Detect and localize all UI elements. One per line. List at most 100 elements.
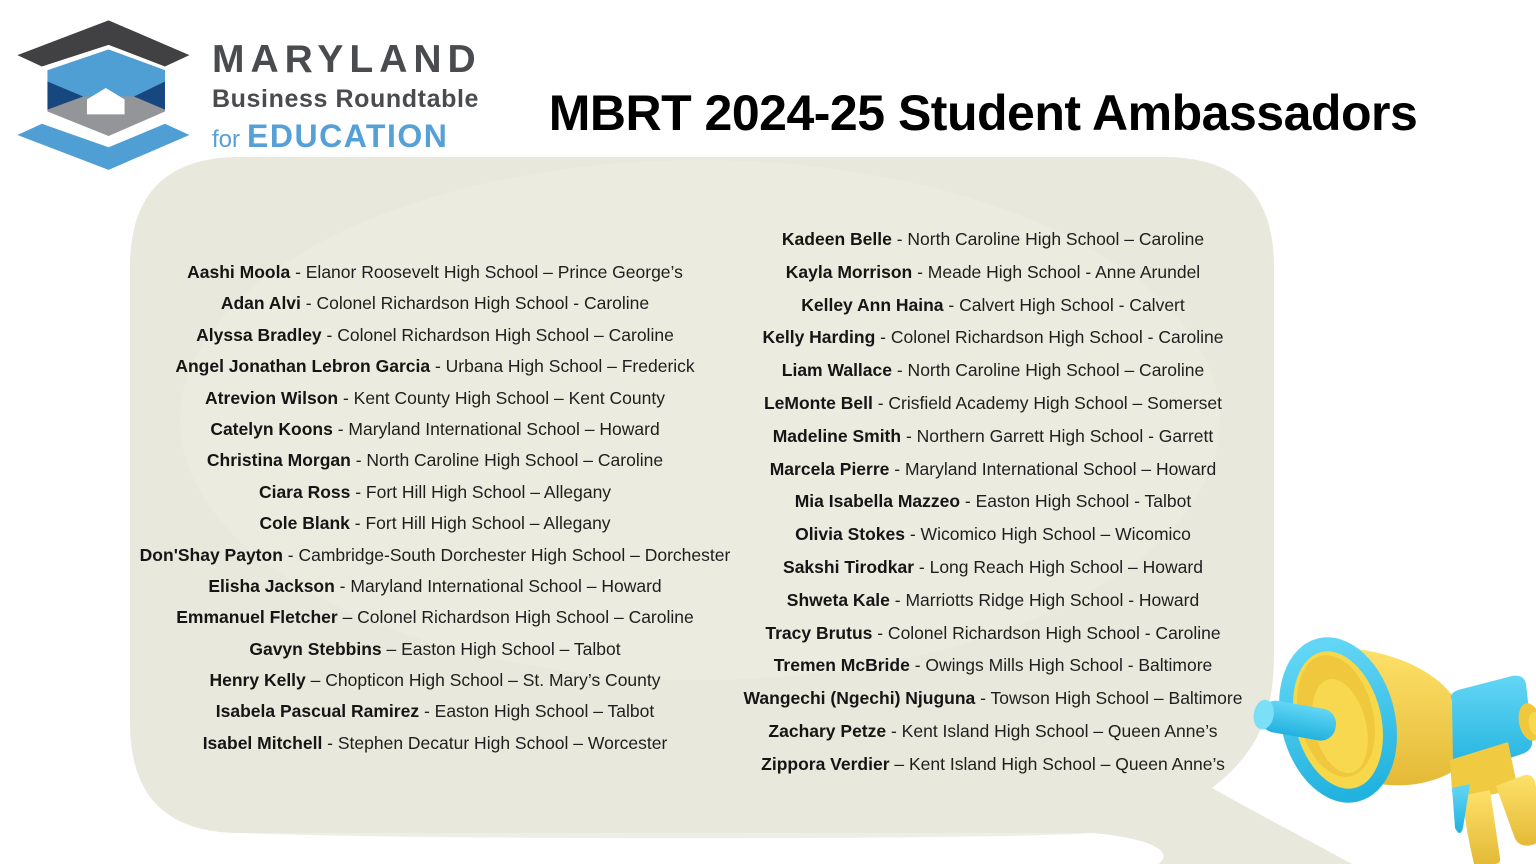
ambassador-list-right: Kadeen Belle - North Caroline High Schoo… [740,223,1246,781]
ambassador-school-county: - Cambridge-South Dorchester High School… [282,544,731,565]
ambassador-entry: Atrevion Wilson - Kent County High Schoo… [128,383,742,414]
ambassador-name: Atrevion Wilson [205,387,339,408]
ambassador-school-county: - Crisfield Academy High School – Somers… [872,392,1223,413]
ambassador-entry: Isabela Pascual Ramirez - Easton High Sc… [128,696,742,727]
ambassador-name: Liam Wallace [781,360,892,381]
ambassador-name: Don'Shay Payton [139,544,283,565]
ambassador-school-county: - Easton High School – Talbot [419,701,655,722]
ambassador-name: Shweta Kale [786,589,890,610]
ambassador-entry: Isabel Mitchell - Stephen Decatur High S… [128,728,742,759]
ambassador-school-county: - Kent County High School – Kent County [338,387,665,408]
ambassador-name: Emmanuel Fletcher [176,607,338,628]
ambassador-name: Isabela Pascual Ramirez [215,701,420,722]
ambassador-entry: Kelley Ann Haina - Calvert High School -… [740,289,1246,322]
ambassador-school-county: - Long Reach High School – Howard [914,556,1203,577]
ambassador-school-county: - North Caroline High School – Caroline [892,360,1205,381]
ambassador-name: Kayla Morrison [785,261,913,282]
megaphone-trigger [1452,784,1470,833]
logo-hexagon-blue-top [47,49,165,97]
ambassador-school-county: - North Caroline High School – Caroline [350,450,664,471]
ambassador-entry: Catelyn Koons - Maryland International S… [128,414,742,445]
ambassador-entry: Tremen McBride - Owings Mills High Schoo… [740,649,1246,682]
megaphone-handle-rod [1462,790,1501,864]
ambassador-name: Catelyn Koons [210,418,333,439]
logo-top-chevron [17,20,190,67]
ambassador-name: Zippora Verdier [761,753,890,774]
ambassador-school-county: - Fort Hill High School – Allegany [350,481,612,502]
ambassador-name: Gavyn Stebbins [249,638,382,659]
ambassador-name: Henry Kelly [209,670,306,691]
page-title: MBRT 2024-25 Student Ambassadors [548,84,1418,141]
ambassador-school-county: - Colonel Richardson High School – Carol… [321,324,674,345]
ambassador-school-county: - Maryland International School – Howard [889,458,1217,479]
logo-house-white [86,88,125,115]
ambassador-school-county: - Easton High School - Talbot [960,491,1192,512]
ambassador-entry: Mia Isabella Mazzeo - Easton High School… [740,485,1246,518]
ambassador-school-county: - Maryland International School – Howard [334,575,662,596]
ambassador-school-county: - Wicomico High School – Wicomico [905,524,1191,545]
ambassador-name: Tremen McBride [773,655,910,676]
ambassador-name: Isabel Mitchell [202,732,323,753]
ambassador-name: Adan Alvi [220,293,301,314]
ambassador-entry: Henry Kelly – Chopticon High School – St… [128,665,742,696]
ambassador-entry: Kelly Harding - Colonel Richardson High … [740,321,1246,354]
ambassador-entry: Wangechi (Ngechi) Njuguna - Towson High … [740,682,1246,715]
ambassador-entry: Elisha Jackson - Maryland International … [128,571,742,602]
ambassador-name: Aashi Moola [187,262,291,282]
ambassador-school-county: - Maryland International School – Howard [332,418,660,439]
ambassador-school-county: – Easton High School – Talbot [381,638,621,659]
ambassador-school-county: - Marriotts Ridge High School - Howard [889,589,1200,610]
logo-education-word: EDUCATION [247,118,449,154]
bubble-highlight [180,160,1220,680]
ambassador-entry: Zippora Verdier – Kent Island High Schoo… [740,748,1246,781]
ambassador-name: Angel Jonathan Lebron Garcia [175,356,431,377]
megaphone-band [1450,675,1533,773]
ambassador-entry: Liam Wallace - North Caroline High Schoo… [740,354,1246,387]
logo-navy-left [47,81,84,110]
ambassador-name: Cole Blank [259,513,350,534]
ambassador-entry: Zachary Petze - Kent Island High School … [740,715,1246,748]
logo-education-line: for EDUCATION [212,120,482,152]
mbrt-logo-icon [17,20,190,170]
ambassador-school-county: - Colonel Richardson High School - Carol… [872,622,1221,643]
logo-bottom-chevron [17,123,190,170]
ambassador-entry: Shweta Kale - Marriotts Ridge High Schoo… [740,584,1246,617]
speech-bubble-path [130,157,1352,864]
ambassador-entry: Emmanuel Fletcher – Colonel Richardson H… [128,602,742,633]
logo-subtitle: Business Roundtable [212,85,479,113]
ambassador-school-county: – Colonel Richardson High School – Carol… [337,607,694,628]
ambassador-school-county: - Meade High School - Anne Arundel [912,261,1201,282]
ambassador-entry: Cole Blank - Fort Hill High School – All… [128,508,742,539]
megaphone-stub [1253,699,1337,741]
ambassador-school-county: - Colonel Richardson High School - Carol… [875,327,1224,348]
ambassador-school-county: - Elanor Roosevelt High School – Prince … [290,262,683,282]
logo-navy-right [133,81,165,110]
bubble-bottom-shade [240,833,1092,839]
logo-for-word: for [212,126,241,153]
mbrt-logo: MARYLAND Business Roundtable for EDUCATIO… [8,8,482,170]
megaphone-grip [1496,774,1536,846]
ambassador-entry: Adan Alvi - Colonel Richardson High Scho… [128,288,742,319]
ambassador-entry: Olivia Stokes - Wicomico High School – W… [740,518,1246,551]
ambassador-entry: Kadeen Belle - North Caroline High Schoo… [740,223,1246,256]
ambassador-name: Elisha Jackson [208,575,335,596]
ambassador-entry: Angel Jonathan Lebron Garcia - Urbana Hi… [128,351,742,382]
ambassador-school-county: – Chopticon High School – St. Mary’s Cou… [305,670,661,691]
megaphone-tip-ball [1528,712,1536,736]
ambassador-entry: Alyssa Bradley - Colonel Richardson High… [128,320,742,351]
ambassador-entry: Sakshi Tirodkar - Long Reach High School… [740,551,1246,584]
ambassador-name: Kadeen Belle [781,229,892,249]
megaphone-mouth-inner [1312,679,1368,773]
logo-title: MARYLAND [212,38,482,81]
ambassador-name: Wangechi (Ngechi) Njuguna [743,688,976,709]
ambassador-name: Alyssa Bradley [196,324,322,345]
ambassador-school-county: - Kent Island High School – Queen Anne’s [886,720,1218,741]
ambassador-name: LeMonte Bell [763,392,873,413]
ambassador-school-county: – Kent Island High School – Queen Anne’s [889,753,1225,774]
ambassador-entry: Madeline Smith - Northern Garrett High S… [740,420,1246,453]
ambassador-name: Tracy Brutus [765,622,873,643]
mbrt-logo-text: MARYLAND Business Roundtable for EDUCATIO… [212,8,482,152]
ambassador-school-county: - Calvert High School - Calvert [943,294,1185,315]
ambassador-name: Kelley Ann Haina [801,294,944,315]
